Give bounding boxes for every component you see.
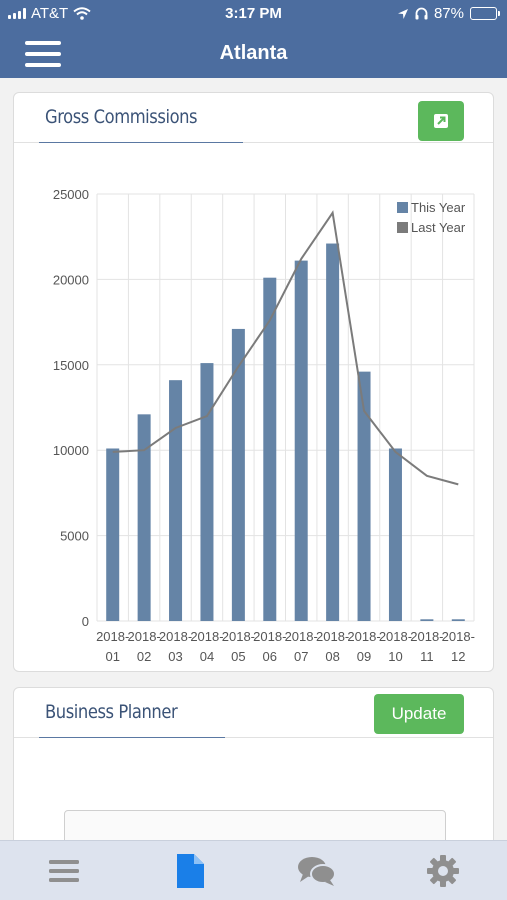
battery-icon	[470, 7, 500, 20]
bar-this-year	[137, 414, 151, 621]
tab-document[interactable]	[160, 841, 220, 900]
x-tick-month: 01	[105, 649, 119, 664]
status-right: 87%	[397, 5, 500, 22]
x-tick-month: 04	[200, 649, 214, 664]
x-tick-year: 2018-	[253, 629, 286, 644]
status-bar: AT&T 3:17 PM 87%	[0, 0, 507, 30]
x-tick-month: 05	[231, 649, 245, 664]
y-tick-label: 25000	[53, 187, 89, 202]
x-tick-month: 06	[263, 649, 277, 664]
y-tick-label: 0	[82, 614, 89, 629]
x-tick-year: 2018-	[442, 629, 475, 644]
tab-list[interactable]	[34, 841, 94, 900]
headphones-icon	[415, 7, 428, 20]
tab-settings[interactable]	[413, 841, 473, 900]
x-tick-year: 2018-	[379, 629, 412, 644]
tab-bar	[0, 840, 507, 900]
x-tick-year: 2018-	[347, 629, 380, 644]
list-icon	[49, 860, 79, 882]
bar-this-year	[263, 277, 277, 621]
card-title: Gross Commissions	[45, 106, 198, 128]
card-title: Business Planner	[45, 701, 178, 723]
legend-swatch-this-year	[397, 202, 408, 213]
y-tick-label: 15000	[53, 358, 89, 373]
x-tick-year: 2018-	[285, 629, 318, 644]
x-tick-year: 2018-	[410, 629, 443, 644]
x-tick-month: 02	[137, 649, 151, 664]
bar-this-year	[294, 260, 308, 621]
line-last-year	[112, 210, 459, 486]
y-tick-label: 10000	[53, 443, 89, 458]
update-button[interactable]: Update	[374, 694, 464, 734]
menu-icon[interactable]	[25, 41, 61, 67]
signal-icon	[8, 8, 26, 19]
y-tick-label: 5000	[60, 529, 89, 544]
x-tick-year: 2018-	[316, 629, 349, 644]
bar-this-year	[106, 448, 120, 621]
bar-this-year	[357, 371, 371, 621]
x-tick-month: 11	[420, 649, 434, 664]
bar-this-year	[200, 363, 214, 621]
bar-this-year	[420, 619, 434, 621]
tab-chat[interactable]	[287, 841, 347, 900]
bar-this-year	[326, 243, 340, 622]
gross-commissions-chart: 0 5000 10000 15000 20000 25000 2018- 01 2018- 02 2…	[53, 187, 475, 664]
location-arrow-icon	[397, 8, 408, 19]
title-underline	[39, 142, 243, 143]
gross-commissions-card: Gross Commissions 0 5000 10000 15000 20000 25…	[13, 92, 494, 672]
legend-swatch-last-year	[397, 222, 408, 233]
page-title: Atlanta	[219, 42, 288, 64]
gear-icon	[427, 855, 459, 887]
bar-this-year	[388, 448, 402, 621]
status-time: 3:17 PM	[225, 5, 282, 22]
carrier-label: AT&T	[31, 5, 69, 22]
bar-this-year	[451, 619, 465, 621]
legend-label-this-year: This Year	[411, 200, 466, 215]
wifi-icon	[73, 7, 91, 20]
x-tick-year: 2018-	[222, 629, 255, 644]
x-tick-year: 2018-	[128, 629, 161, 644]
chat-icon	[298, 857, 336, 886]
card-header: Gross Commissions	[14, 93, 493, 143]
x-tick-year: 2018-	[159, 629, 192, 644]
bar-this-year	[231, 328, 245, 621]
document-icon	[177, 854, 204, 888]
x-tick-month: 09	[357, 649, 371, 664]
card-header: Business Planner Update	[14, 688, 493, 738]
external-link-icon	[434, 114, 448, 128]
title-underline	[39, 737, 225, 738]
x-tick-month: 12	[451, 649, 465, 664]
x-tick-month: 03	[168, 649, 182, 664]
x-tick-year: 2018-	[96, 629, 129, 644]
x-tick-month: 08	[325, 649, 339, 664]
battery-percent: 87%	[433, 5, 464, 22]
expand-chart-button[interactable]	[418, 101, 464, 141]
x-tick-month: 07	[294, 649, 308, 664]
nav-bar: Atlanta	[0, 30, 507, 78]
x-tick-year: 2018-	[190, 629, 223, 644]
x-tick-month: 10	[388, 649, 402, 664]
y-tick-label: 20000	[53, 272, 89, 287]
bar-this-year	[169, 380, 183, 621]
legend-label-last-year: Last Year	[411, 220, 466, 235]
carrier-group: AT&T	[8, 5, 91, 22]
